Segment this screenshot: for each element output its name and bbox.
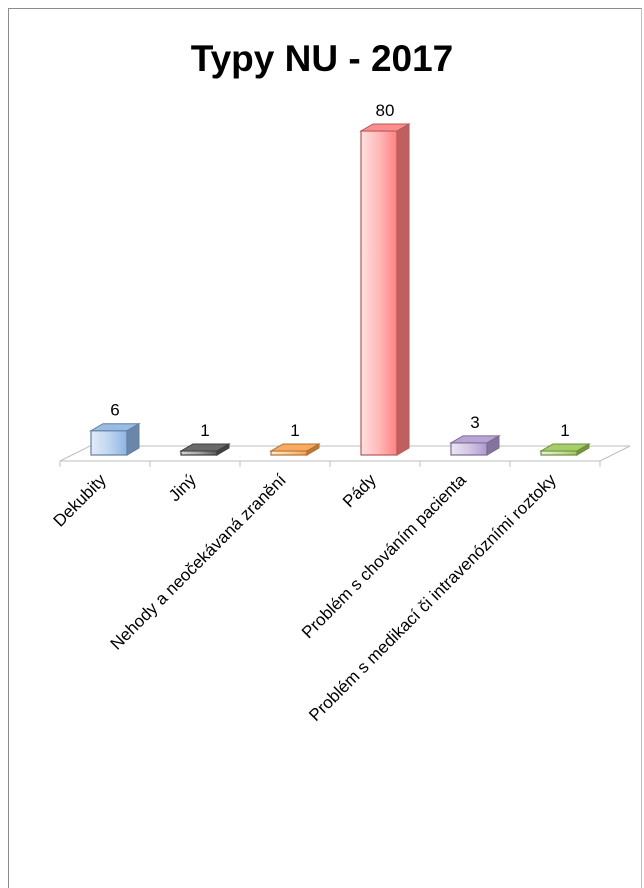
data-label: 80 <box>376 101 395 120</box>
bar <box>91 431 127 455</box>
data-label: 6 <box>110 401 119 420</box>
data-label: 1 <box>290 421 299 440</box>
bar <box>541 451 577 455</box>
bar-side <box>397 124 409 455</box>
data-label: 1 <box>560 421 569 440</box>
bar <box>451 443 487 455</box>
data-label: 1 <box>200 421 209 440</box>
x-tick-label: Pády <box>339 470 380 511</box>
x-tick-label: Dekubity <box>50 470 111 531</box>
bar <box>271 451 307 455</box>
data-label: 3 <box>470 413 479 432</box>
x-tick-label: Problém s chováním pacienta <box>298 470 470 642</box>
x-tick-label: Nehody a neočekávaná zranění <box>107 470 290 653</box>
x-tick-label: Jiný <box>165 470 200 505</box>
bar <box>361 131 397 455</box>
bar <box>181 451 217 455</box>
